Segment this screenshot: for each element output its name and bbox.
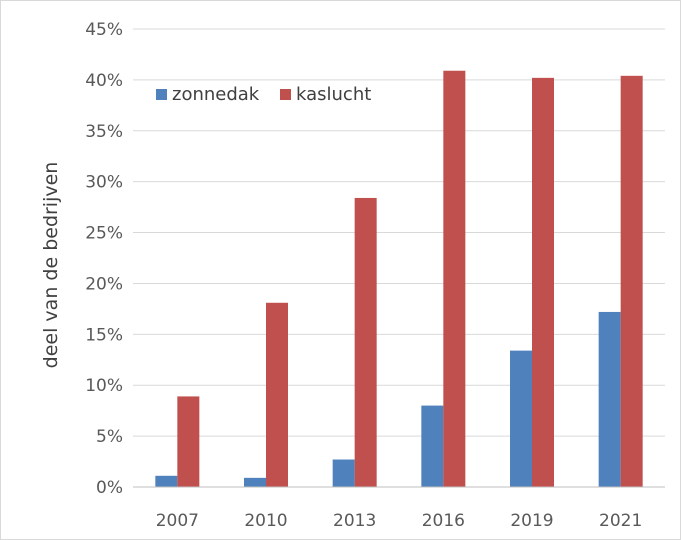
y-tick-labels: 0% 5% 10% 15% 20% 25% 30% 35% 40% 45% <box>85 20 123 498</box>
y-tick-label: 0% <box>96 478 123 498</box>
x-tick-label: 2010 <box>244 511 287 531</box>
y-tick-label: 45% <box>85 20 123 40</box>
bar-zonnedak-2010 <box>244 477 266 487</box>
legend-swatch <box>280 89 291 100</box>
gridlines <box>133 28 665 437</box>
bar-kaslucht-2010 <box>266 302 288 487</box>
bar-kaslucht-2007 <box>177 396 200 487</box>
y-axis-title: deel van de bedrijven <box>40 162 62 369</box>
legend-label: zonnedak <box>172 84 260 105</box>
bar-kaslucht-2021 <box>620 75 643 487</box>
x-tick-label: 2007 <box>156 511 199 531</box>
bar-zonnedak-2019 <box>510 350 532 487</box>
y-tick-label: 15% <box>85 325 123 345</box>
legend-label: kaslucht <box>296 84 371 105</box>
bar-kaslucht-2013 <box>354 197 377 487</box>
y-tick-label: 10% <box>85 376 123 396</box>
bar-kaslucht-2016 <box>443 70 466 488</box>
x-tick-label: 2019 <box>510 511 553 531</box>
bar-zonnedak-2007 <box>155 475 178 487</box>
y-tick-label: 35% <box>85 122 123 142</box>
x-tick-label: 2021 <box>599 511 642 531</box>
y-tick-label: 5% <box>96 427 123 447</box>
y-tick-label: 25% <box>85 224 123 244</box>
x-tick-label: 2013 <box>333 511 376 531</box>
bar-kaslucht-2019 <box>532 77 554 487</box>
y-tick-label: 30% <box>85 173 123 193</box>
bar-zonnedak-2021 <box>598 311 621 487</box>
legend-item-zonnedak: zonnedak <box>156 84 260 105</box>
legend: zonnedak kaslucht <box>156 84 371 105</box>
bars <box>155 70 643 488</box>
x-tick-label: 2016 <box>422 511 465 531</box>
y-tick-label: 20% <box>85 274 123 294</box>
bar-zonnedak-2013 <box>332 459 355 487</box>
legend-swatch <box>156 89 167 100</box>
x-tick-labels: 2007 2010 2013 2016 2019 2021 <box>156 511 643 531</box>
bar-zonnedak-2016 <box>421 405 444 487</box>
legend-item-kaslucht: kaslucht <box>280 84 371 105</box>
y-tick-label: 40% <box>85 71 123 91</box>
